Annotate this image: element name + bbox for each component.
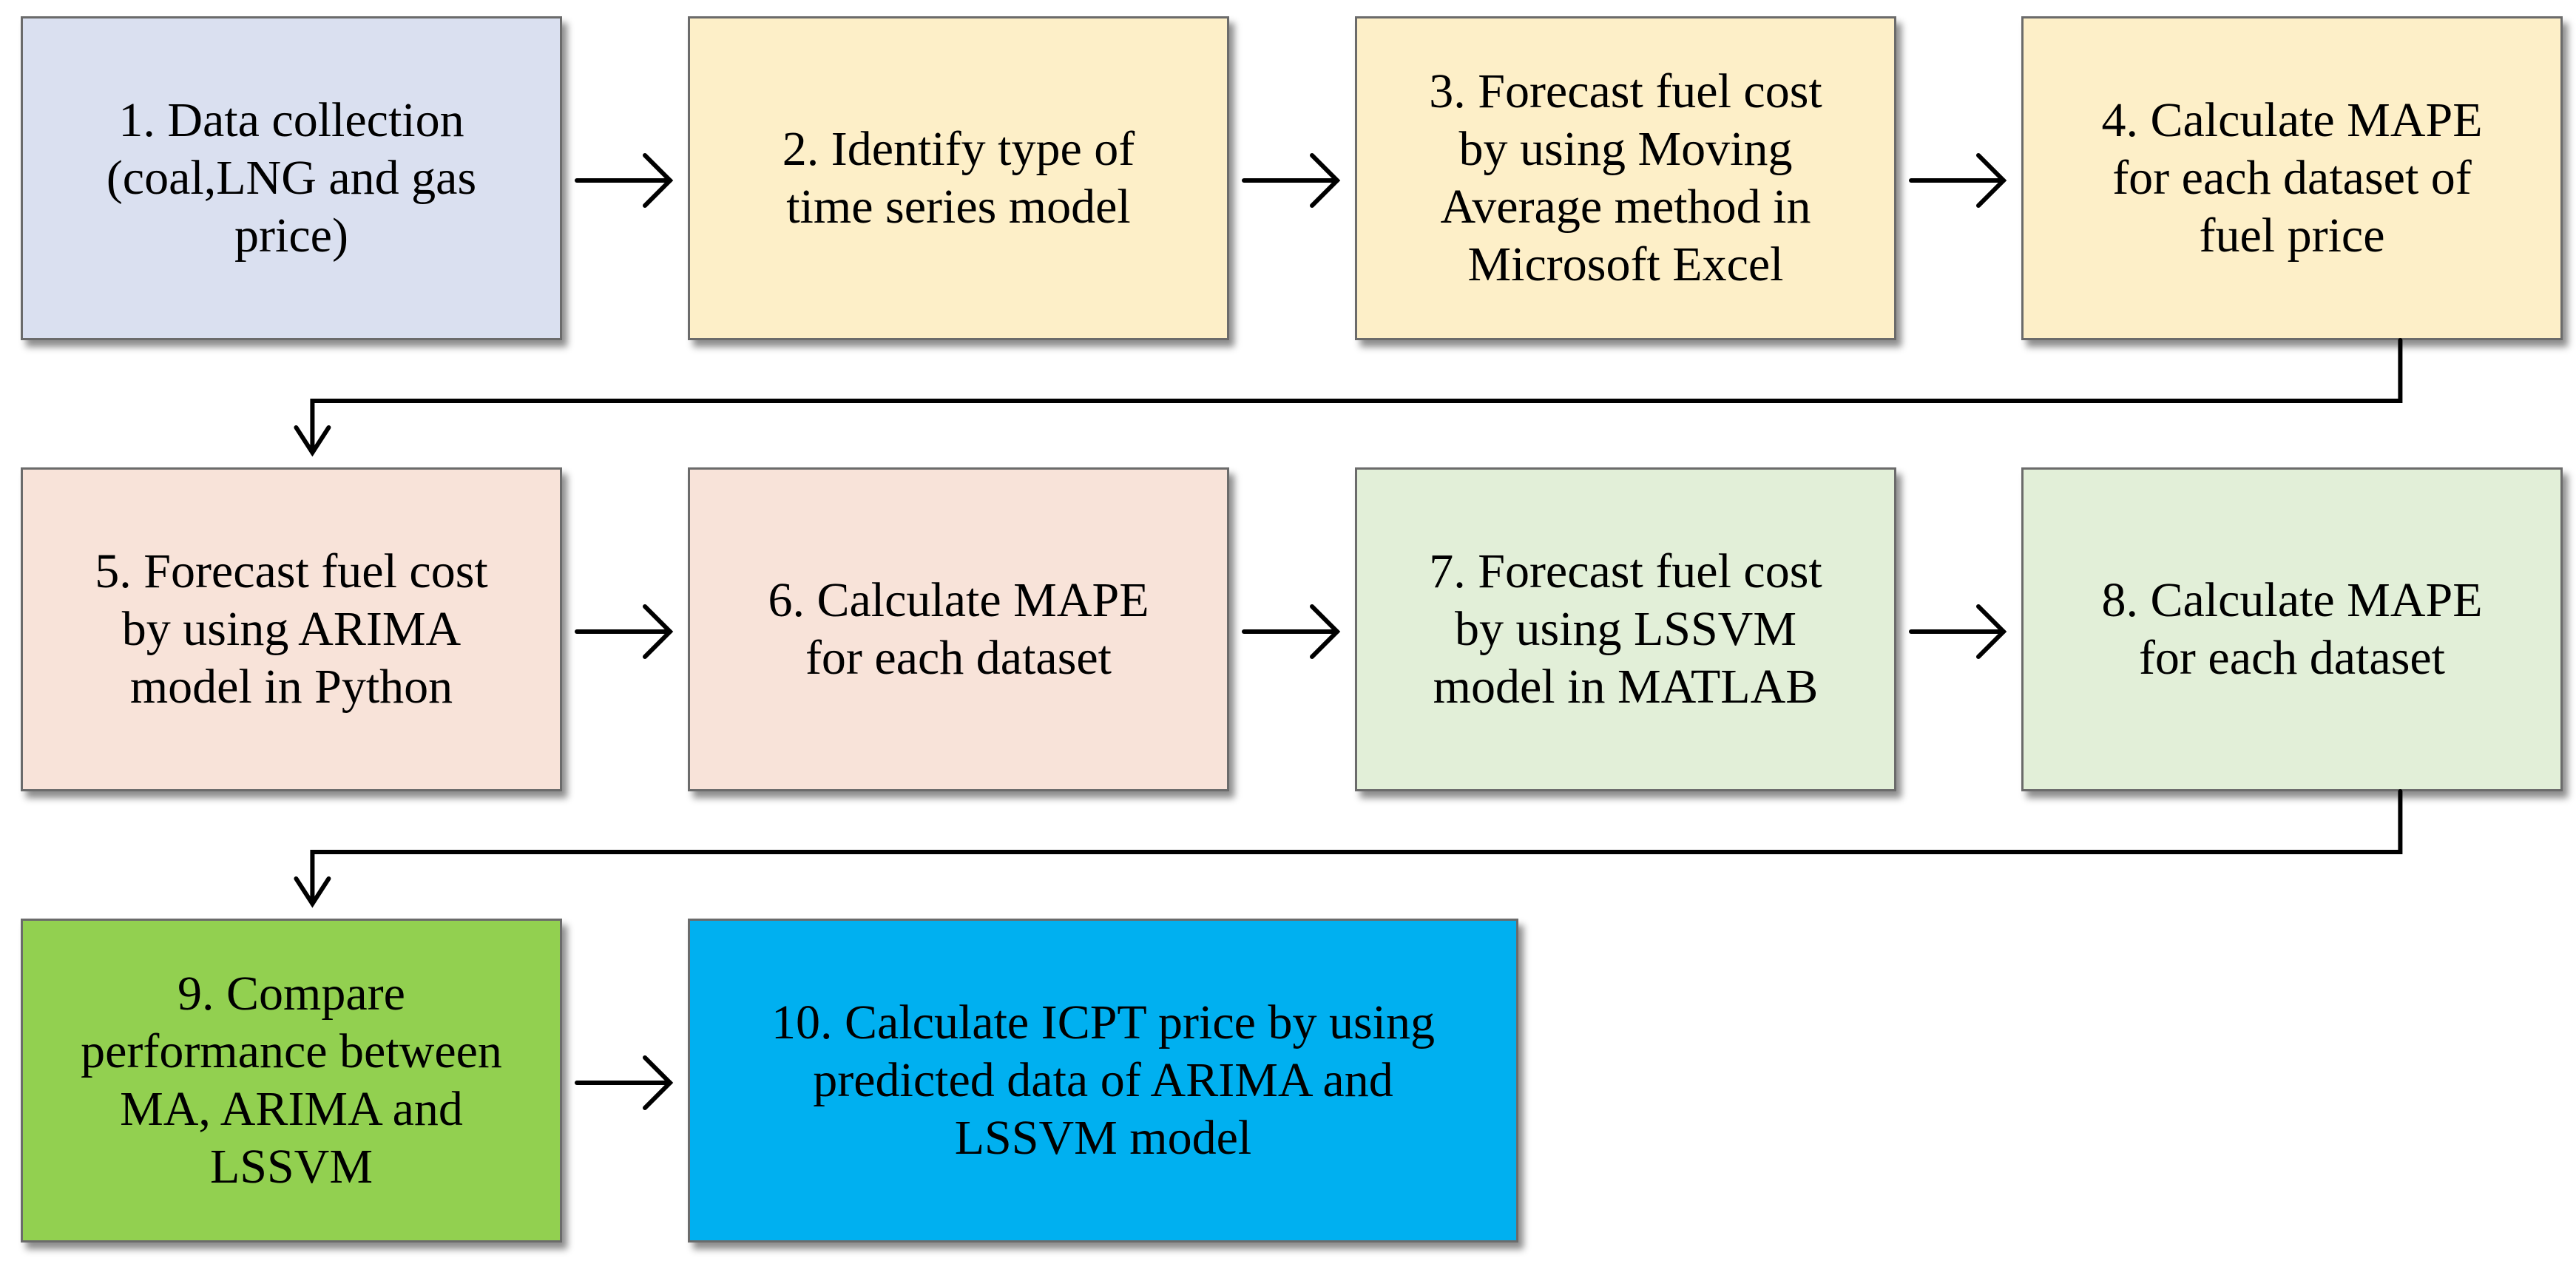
connector-6-to-7-arrowhead [1310, 604, 1341, 659]
step-4-calculate-mape: 4. Calculate MAPE for each dataset of fu… [2021, 16, 2563, 340]
step-3-forecast-moving-average: 3. Forecast fuel cost by using Moving Av… [1355, 16, 1896, 340]
step-7-forecast-lssvm: 7. Forecast fuel cost by using LSSVM mod… [1355, 467, 1896, 791]
step-10-label: 10. Calculate ICPT price by using predic… [771, 995, 1435, 1165]
connector-3-to-4-arrowhead [1976, 153, 2007, 208]
connector-4-to-5-arrowhead [294, 425, 331, 457]
step-1-label: 1. Data collection (coal,LNG and gas pri… [106, 93, 477, 263]
step-5-forecast-arima: 5. Forecast fuel cost by using ARIMA mod… [21, 467, 562, 791]
connector-8-to-9 [310, 789, 2403, 906]
step-1-data-collection: 1. Data collection (coal,LNG and gas pri… [21, 16, 562, 340]
step-6-label: 6. Calculate MAPE for each dataset [768, 573, 1149, 685]
step-7-label: 7. Forecast fuel cost by using LSSVM mod… [1429, 544, 1822, 714]
step-9-compare-performance: 9. Compare performance between MA, ARIMA… [21, 919, 562, 1243]
step-4-label: 4. Calculate MAPE for each dataset of fu… [2101, 93, 2483, 263]
step-8-label: 8. Calculate MAPE for each dataset [2101, 573, 2483, 685]
connector-4-to-5 [310, 338, 2403, 455]
connector-8-to-9-arrowhead [294, 876, 331, 908]
step-2-label: 2. Identify type of time series model [782, 122, 1135, 234]
step-10-calculate-icpt: 10. Calculate ICPT price by using predic… [688, 919, 1518, 1243]
connector-7-to-8-arrowhead [1976, 604, 2007, 659]
connector-1-to-2-arrowhead [643, 153, 674, 208]
step-5-label: 5. Forecast fuel cost by using ARIMA mod… [95, 544, 488, 714]
step-9-label: 9. Compare performance between MA, ARIMA… [81, 967, 502, 1194]
step-2-identify-model: 2. Identify type of time series model [688, 16, 1229, 340]
connector-5-to-6-arrowhead [643, 604, 674, 659]
step-3-label: 3. Forecast fuel cost by using Moving Av… [1429, 64, 1822, 291]
connector-2-to-3-arrowhead [1310, 153, 1341, 208]
connector-9-to-10-arrowhead [643, 1055, 674, 1110]
step-6-calculate-mape: 6. Calculate MAPE for each dataset [688, 467, 1229, 791]
step-8-calculate-mape: 8. Calculate MAPE for each dataset [2021, 467, 2563, 791]
